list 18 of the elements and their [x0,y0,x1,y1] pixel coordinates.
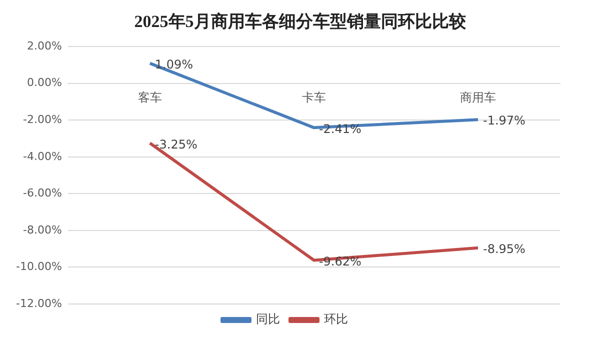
y-tick-label: -12.00% [16,296,62,310]
y-tick-label: -8.00% [22,223,62,236]
data-label: -8.95% [482,242,526,256]
data-label: -1.97% [482,114,526,128]
x-tick-label: 卡车 [302,90,326,105]
chart-title: 2025年5月商用车各细分车型销量同环比比较 [133,11,467,33]
y-tick-label: -10.00% [16,260,62,274]
x-tick-label: 商用车 [460,90,496,105]
data-label: 1.09% [154,57,194,72]
y-tick-label: 2.00% [26,39,62,52]
legend-label: 同比 [256,312,280,326]
y-tick-label: -2.00% [22,113,62,126]
y-tick-label: -4.00% [22,150,62,163]
legend-label: 环比 [324,312,348,326]
y-tick-label: 0.00% [26,76,62,90]
y-tick-label: -6.00% [22,186,62,200]
x-tick-label: 客车 [138,90,162,105]
data-label: -3.25% [154,137,198,152]
